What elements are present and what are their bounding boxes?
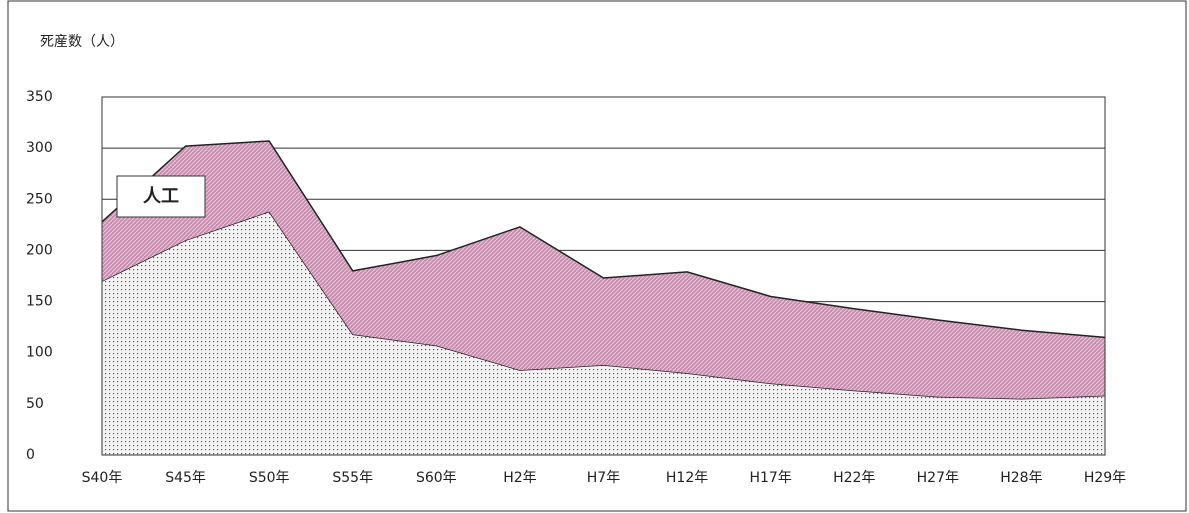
x-tick-label: S40年 <box>82 470 123 486</box>
x-tick-label: H2年 <box>503 470 536 486</box>
y-axis-label: 死産数（人） <box>40 34 124 50</box>
x-tick-label: H7年 <box>587 470 620 486</box>
x-tick-label: S45年 <box>165 470 206 486</box>
area-line <box>101 140 1106 339</box>
x-tick-label: S60年 <box>416 470 457 486</box>
y-tick-label: 0 <box>26 447 35 463</box>
frame <box>7 0 1187 512</box>
y-tick-label: 150 <box>26 294 53 310</box>
area <box>102 140 1105 399</box>
y-tick-label: 200 <box>26 242 53 258</box>
y-tick-label: 100 <box>26 345 53 361</box>
y-tick-label: 300 <box>26 140 53 156</box>
x-tick-label: H22年 <box>833 470 875 486</box>
area <box>102 211 1105 455</box>
y-tick-label: 250 <box>26 191 53 207</box>
x-tick-label: H27年 <box>917 470 959 486</box>
plot-border <box>101 96 1106 456</box>
x-tick-label: H12年 <box>666 470 708 486</box>
x-tick-label: H29年 <box>1084 470 1126 486</box>
legend-label: 人工 <box>143 186 179 207</box>
x-tick-label: S55年 <box>332 470 373 486</box>
x-tick-label: S50年 <box>249 470 290 486</box>
y-tick-label: 350 <box>26 89 53 105</box>
legend-box <box>116 175 206 218</box>
x-tick-label: H17年 <box>749 470 791 486</box>
x-tick-label: H28年 <box>1000 470 1042 486</box>
y-tick-label: 50 <box>26 396 44 412</box>
